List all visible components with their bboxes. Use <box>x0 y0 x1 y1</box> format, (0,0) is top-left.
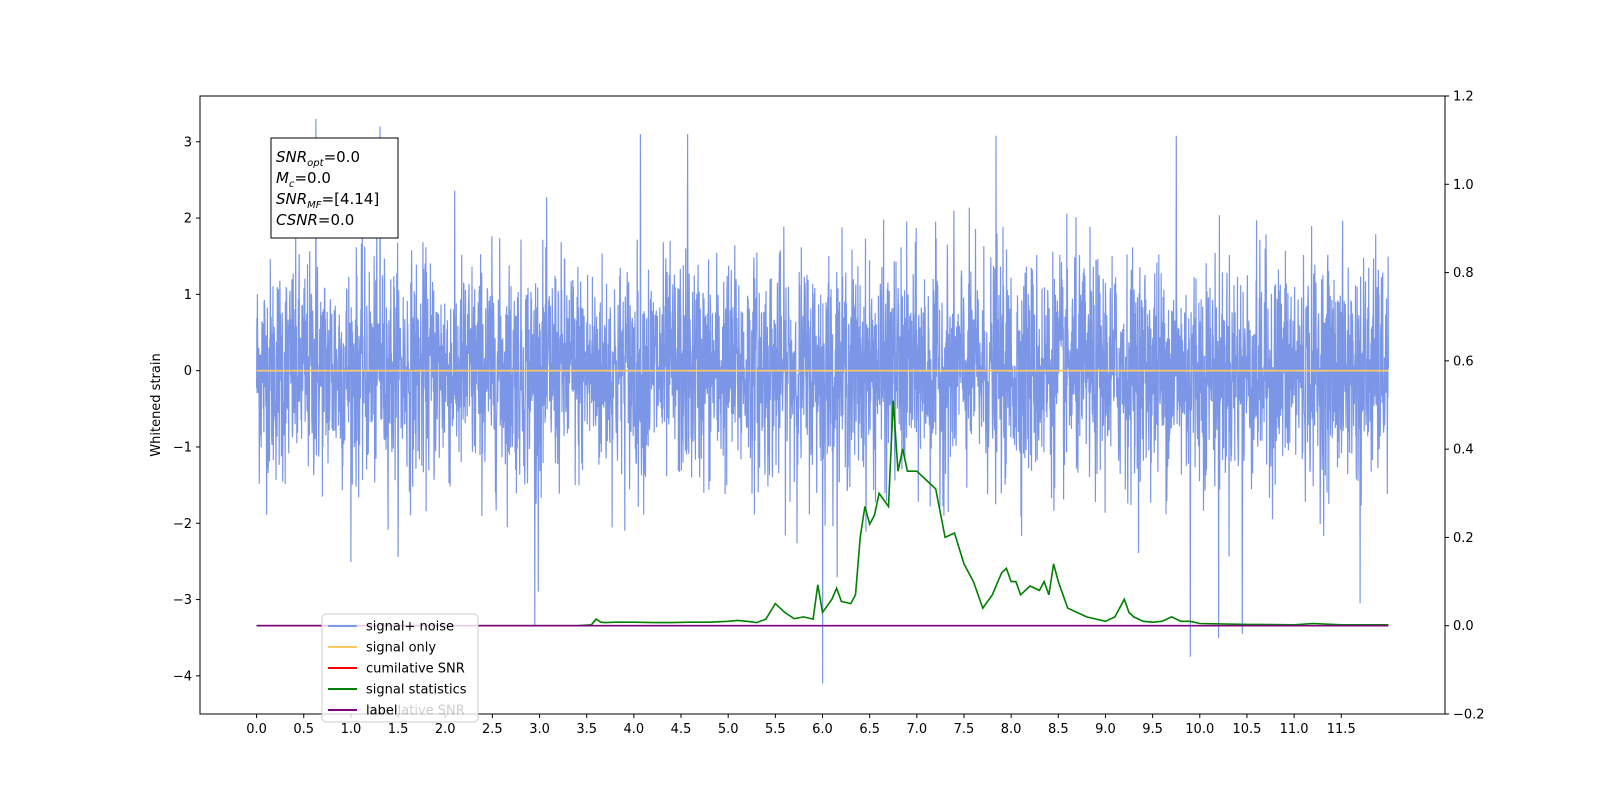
annotation-line: CSNR=0.0 <box>276 211 354 229</box>
y-right-tick-label: 1.0 <box>1453 178 1474 193</box>
x-tick-label: 0.5 <box>293 722 314 737</box>
x-tick-label: 6.0 <box>812 722 833 737</box>
y-axis-label: Whitened strain <box>149 353 164 456</box>
y-right-tick-label: 0.6 <box>1453 354 1474 369</box>
x-tick-label: 11.5 <box>1327 722 1356 737</box>
x-tick-label: 4.0 <box>624 722 645 737</box>
y-right-tick-label: 0.2 <box>1453 531 1474 546</box>
x-tick-label: 11.0 <box>1280 722 1309 737</box>
x-tick-label: 7.5 <box>954 722 975 737</box>
x-tick-label: 5.5 <box>765 722 786 737</box>
x-tick-label: 9.5 <box>1142 722 1163 737</box>
x-tick-label: 2.5 <box>482 722 503 737</box>
annotation-line: SNRopt=0.0 <box>276 148 360 169</box>
x-tick-label: 1.5 <box>388 722 409 737</box>
x-tick-label: 3.5 <box>576 722 597 737</box>
y-left-tick-label: 0 <box>184 364 192 379</box>
x-tick-label: 8.0 <box>1001 722 1022 737</box>
y-left-tick-label: −4 <box>173 669 192 684</box>
y-left-tick-label: −2 <box>173 517 192 532</box>
x-tick-label: 1.0 <box>341 722 362 737</box>
y-left-tick-label: 3 <box>184 135 192 150</box>
y-right-tick-label: 1.2 <box>1453 90 1474 105</box>
x-tick-label: 0.0 <box>246 722 267 737</box>
y-left-tick-label: 1 <box>184 288 192 303</box>
y-left-tick-label: 2 <box>184 212 192 227</box>
legend: signal+ noise signal only cumilative SNR si… <box>321 613 479 723</box>
legend-box <box>321 613 479 723</box>
series-signal-statistics <box>256 400 1389 627</box>
series-signal-noise <box>256 118 1390 684</box>
legend-ghost-label: cumilative SNR <box>366 704 465 719</box>
tick-layer: 0.0 0.5 1.0 1.5 2.0 2.5 3.0 3.5 4.0 4.5 5.0 5.5 6.0 6… <box>173 90 1485 738</box>
y-left-tick-label: −3 <box>173 593 192 608</box>
y-right-tick-label: 0.8 <box>1453 266 1474 281</box>
x-tick-label: 2.0 <box>435 722 456 737</box>
x-tick-label: 4.5 <box>671 722 692 737</box>
legend-label: signal only <box>366 641 436 656</box>
legend-label: cumilative SNR <box>366 662 465 677</box>
y-right-tick-label: 0.4 <box>1453 443 1474 458</box>
x-tick-label: 3.0 <box>529 722 550 737</box>
y-left-tick-label: −1 <box>173 440 192 455</box>
plot-area <box>256 118 1390 684</box>
y-right-tick-label: −0.2 <box>1453 708 1485 723</box>
x-tick-label: 5.0 <box>718 722 739 737</box>
annotation-line: SNRMF=[4.14] <box>276 190 379 211</box>
x-tick-label: 9.0 <box>1095 722 1116 737</box>
y-right-tick-label: 0.0 <box>1453 619 1474 634</box>
x-tick-label: 8.5 <box>1048 722 1069 737</box>
legend-label: signal+ noise <box>366 620 454 635</box>
x-tick-label: 10.0 <box>1185 722 1214 737</box>
legend-label: label <box>366 704 397 719</box>
annotation-line: Mc=0.0 <box>276 169 331 190</box>
x-tick-label: 10.5 <box>1232 722 1261 737</box>
x-tick-label: 6.5 <box>859 722 880 737</box>
x-tick-label: 7.0 <box>906 722 927 737</box>
legend-label: signal statistics <box>366 683 467 698</box>
